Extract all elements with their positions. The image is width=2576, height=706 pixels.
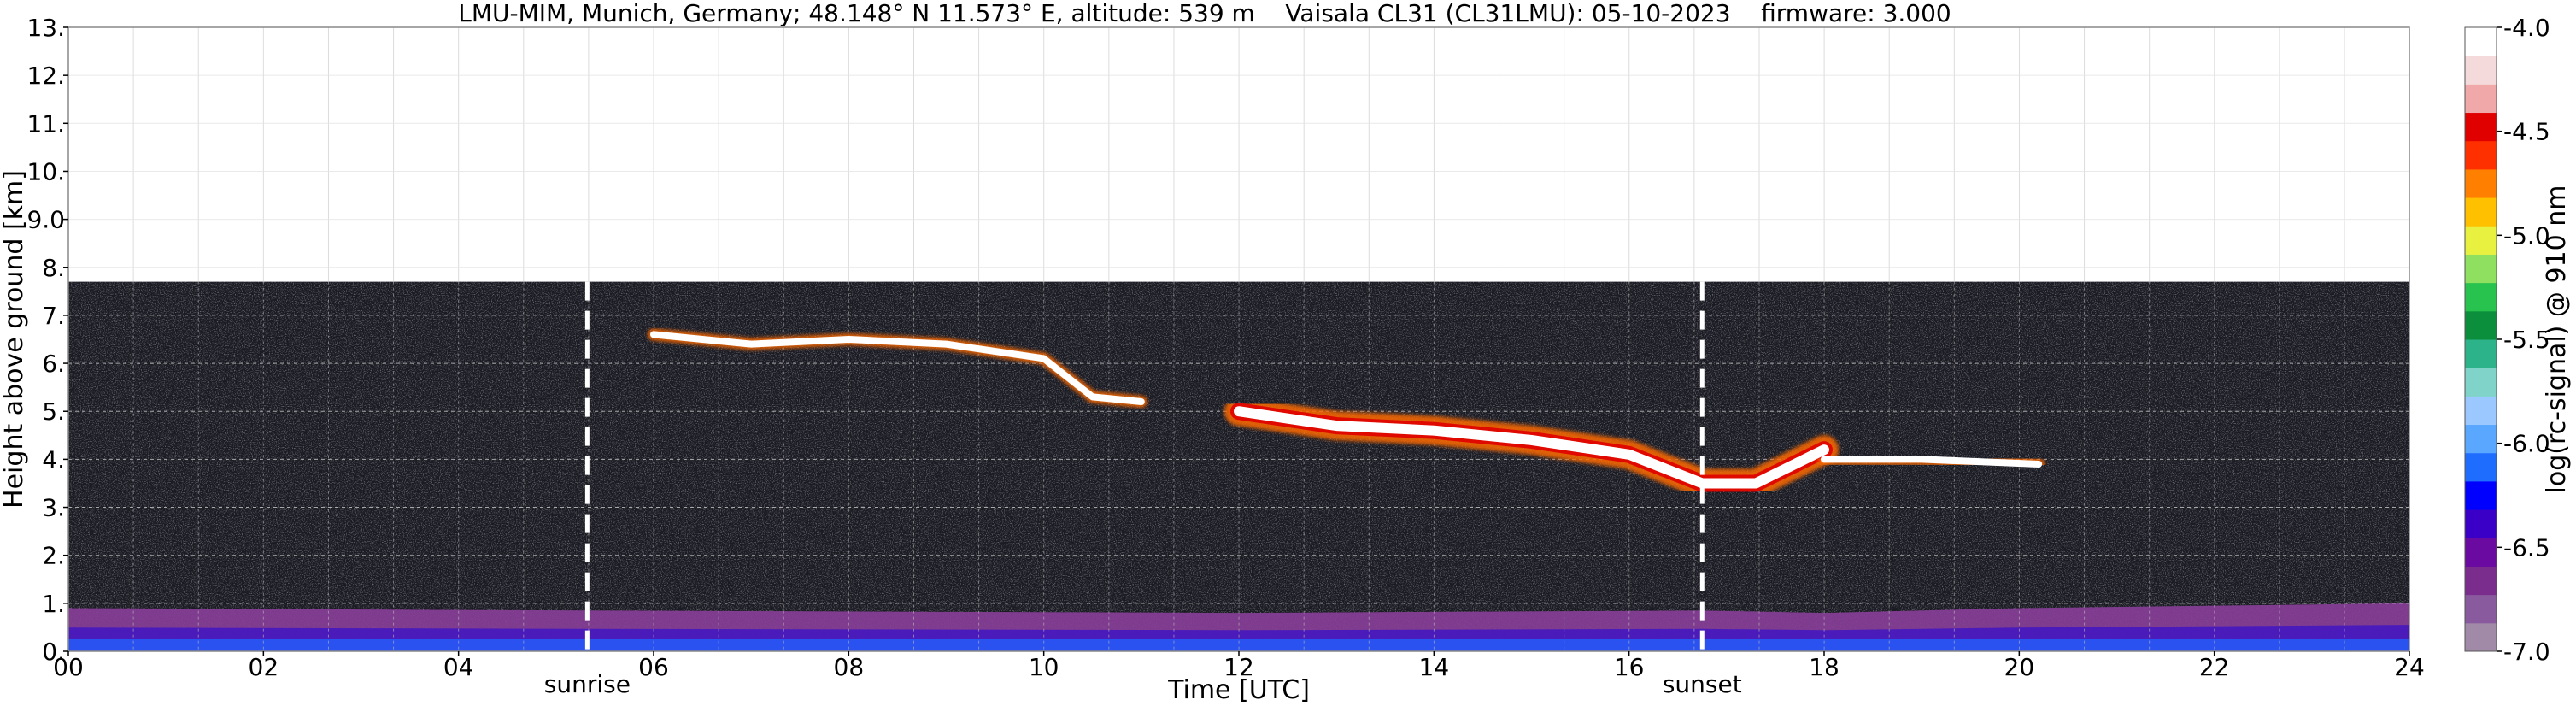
event-label-sunrise: sunrise (544, 670, 631, 698)
y-axis-label: Height above ground [km] (0, 170, 29, 509)
y-tick-label: 9.0 (26, 206, 65, 234)
colorbar-tick-label: -6.5 (2503, 533, 2550, 562)
x-tick-label: 00 (53, 653, 84, 681)
x-tick-label: 24 (2394, 653, 2425, 681)
colorbar-segment (2465, 112, 2497, 142)
x-tick-label: 10 (1029, 653, 1059, 681)
x-tick-label: 18 (1809, 653, 1840, 681)
x-axis-label: Time [UTC] (1167, 675, 1310, 705)
x-tick-label: 16 (1614, 653, 1645, 681)
colorbar-segment (2465, 226, 2497, 255)
y-tick-label: 11. (26, 109, 65, 138)
y-tick-label: 12. (26, 62, 65, 90)
colorbar: -4.0 -4.5 -5.0 -5.5 -6.0 -6.5 -7.0 (2464, 14, 2550, 666)
colorbar-segment (2465, 538, 2497, 567)
y-tick-label: 7. (42, 302, 65, 330)
colorbar-segment (2465, 594, 2497, 624)
chart-title: LMU-MIM, Munich, Germany; 48.148° N 11.5… (458, 0, 1951, 27)
y-tick-label: 8. (42, 254, 65, 282)
colorbar-segment (2465, 452, 2497, 482)
y-tick-label: 6. (42, 350, 65, 378)
colorbar-segment (2465, 310, 2497, 340)
y-tick-label: 4. (42, 445, 65, 474)
cloud-layer-core (1234, 406, 1829, 489)
colorbar-segment (2465, 56, 2497, 85)
colorbar-segment (2465, 424, 2497, 454)
cloud-layer-core (650, 331, 1145, 405)
cloud-layer-core (1821, 456, 2043, 468)
event-label-sunset: sunset (1663, 670, 1742, 698)
event-markers: sunrise sunset (544, 281, 1742, 698)
x-tick-label: 14 (1419, 653, 1450, 681)
colorbar-segment (2465, 622, 2497, 652)
colorbar-tick-label: -5.5 (2503, 326, 2550, 354)
x-tick-label: 22 (2199, 653, 2230, 681)
colorbar-segment (2465, 480, 2497, 510)
colorbar-segment (2465, 396, 2497, 426)
colorbar-segment (2465, 509, 2497, 538)
x-tick-label: 20 (2004, 653, 2035, 681)
colorbar-tick-label: -5.0 (2503, 221, 2550, 250)
colorbar-segment (2465, 368, 2497, 397)
colorbar-segment (2465, 254, 2497, 284)
x-tick-label: 04 (443, 653, 474, 681)
colorbar-tick-label: -4.0 (2503, 14, 2550, 42)
colorbar-tick-label: -7.0 (2503, 638, 2550, 666)
y-tick-label: 3. (42, 494, 65, 522)
x-tick-label: 08 (834, 653, 865, 681)
grid-lines (67, 27, 2409, 651)
y-tick-label: 2. (42, 542, 65, 570)
colorbar-label: log(rc-signal) @ 910 nm (2542, 185, 2572, 494)
y-tick-label: 13. (26, 14, 65, 42)
colorbar-segment (2465, 168, 2497, 198)
x-tick-label: 12 (1223, 653, 1254, 681)
x-axis-ticks: 00 02 04 06 08 10 12 14 16 18 20 22 24 (53, 651, 2425, 681)
y-tick-label: 5. (42, 397, 65, 426)
colorbar-segment (2465, 197, 2497, 227)
colorbar-segment (2465, 339, 2497, 368)
x-tick-label: 02 (249, 653, 279, 681)
colorbar-segment (2465, 566, 2497, 596)
cloud-layers (648, 328, 2045, 498)
y-tick-label: 1. (42, 590, 65, 618)
y-tick-label: 10. (26, 157, 65, 185)
colorbar-segment (2465, 282, 2497, 312)
colorbar-tick-label: -6.0 (2503, 430, 2550, 458)
colorbar-segment (2465, 27, 2497, 56)
colorbar-tick-label: -4.5 (2503, 118, 2550, 146)
y-axis-ticks: 0. 1. 2. 3. 4. 5. 6. 7. 8. 9.0 10. 11. 12. 13. (26, 14, 68, 666)
colorbar-segment (2465, 84, 2497, 114)
colorbar-segment (2465, 140, 2497, 170)
y-tick-label: 0. (42, 638, 65, 666)
x-tick-label: 06 (638, 653, 669, 681)
